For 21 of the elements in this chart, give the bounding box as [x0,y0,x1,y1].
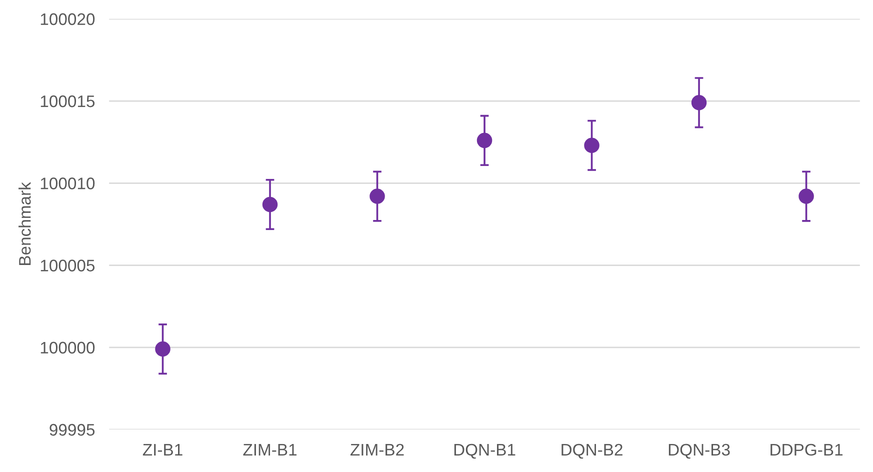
point [798,188,814,204]
y-tick-label: 100000 [40,342,95,354]
point [262,196,278,212]
y-tick-label: 100010 [40,178,95,190]
x-tick-label: ZIM-B1 [243,444,297,456]
x-tick-label: DQN-B1 [454,444,516,459]
point [370,188,385,204]
point [584,138,600,153]
x-tick-label: DDPG-B1 [770,444,843,456]
point [691,95,707,110]
y-tick-label: 100020 [40,13,95,26]
y-tick-label: 100005 [40,260,95,272]
x-tick-label: DQN-B2 [562,444,622,459]
y-tick-label: 99995 [50,424,95,436]
point [476,132,492,148]
x-tick-label: ZI-B1 [142,444,182,456]
x-tick-label: ZIM-B2 [350,444,404,456]
x-tick-label: DQN-B3 [668,444,730,459]
y-axis-title: Benchmark [18,182,31,265]
point [155,341,170,357]
y-tick-label: 100015 [40,95,95,108]
